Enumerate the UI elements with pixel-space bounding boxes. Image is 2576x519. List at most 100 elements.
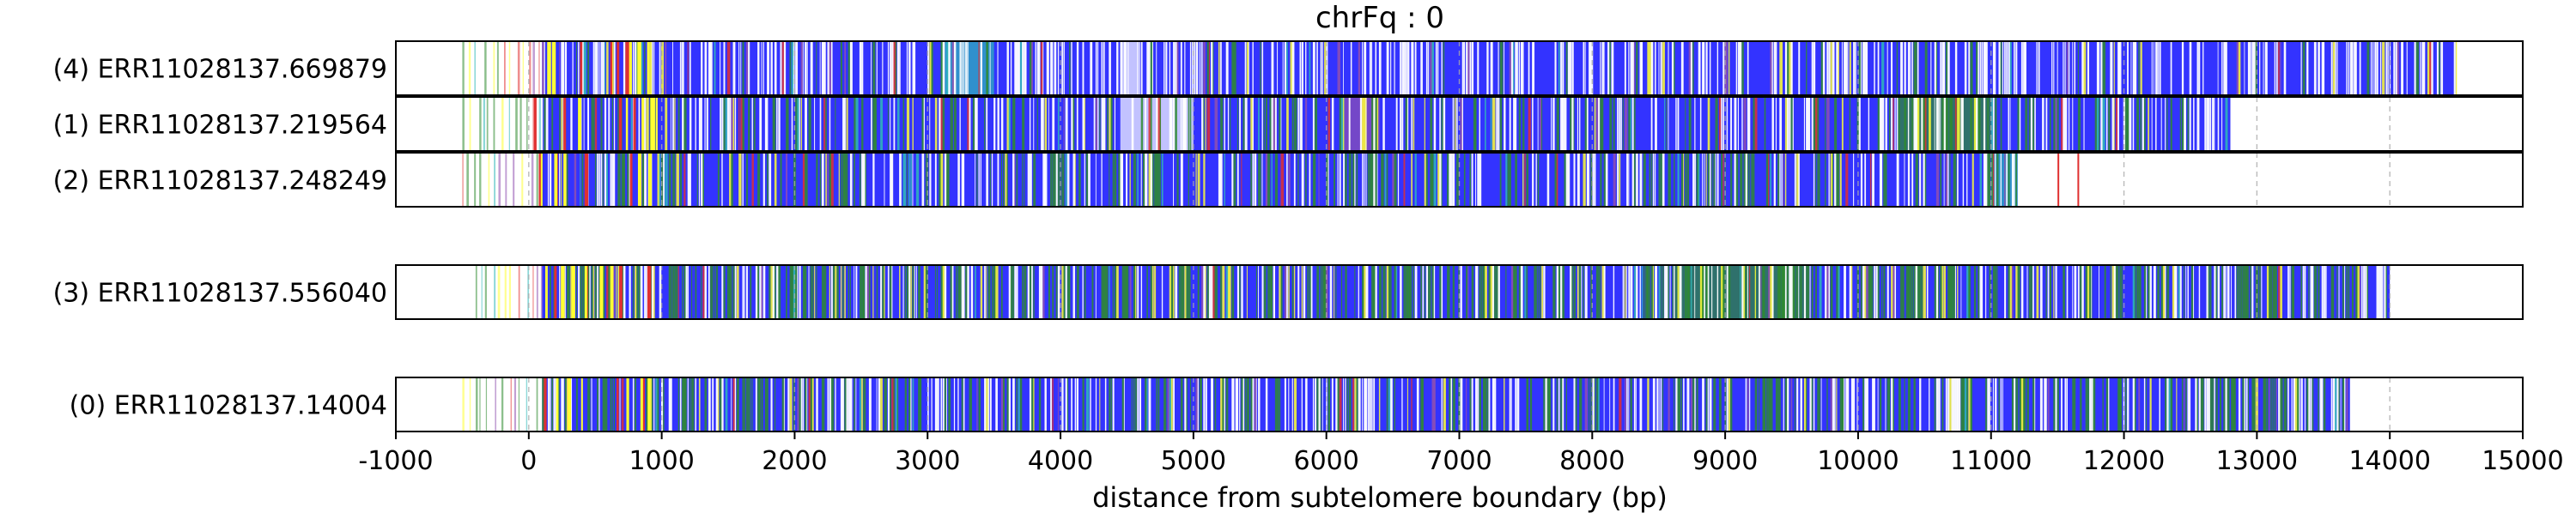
read-base-mark: [704, 41, 708, 95]
read-base-mark: [1978, 41, 1979, 95]
read-base-mark: [1868, 97, 1870, 151]
read-base-mark: [1541, 97, 1543, 151]
read-base-mark: [1241, 153, 1242, 207]
read-base-mark: [1800, 265, 1802, 319]
read-base-mark: [1979, 41, 1982, 95]
read-base-mark: [515, 97, 518, 151]
read-base-mark: [1052, 265, 1054, 319]
read-base-mark: [1233, 153, 1236, 207]
read-base-mark: [1499, 153, 1502, 207]
read-base-mark: [1496, 265, 1499, 319]
read-base-mark: [691, 377, 695, 431]
read-base-mark: [1364, 377, 1367, 431]
read-base-mark: [642, 377, 645, 431]
read-base-mark: [1707, 97, 1710, 151]
read-base-mark: [980, 265, 983, 319]
read-base-mark: [789, 41, 792, 95]
read-base-mark: [2415, 41, 2420, 95]
read-base-mark: [1872, 153, 1874, 207]
read-base-mark: [1443, 97, 1446, 151]
read-base-mark: [1293, 265, 1296, 319]
read-base-mark: [1090, 41, 1093, 95]
read-base-mark: [1365, 97, 1367, 151]
read-base-mark: [789, 265, 793, 319]
read-base-mark: [581, 265, 584, 319]
read-base-mark: [1841, 377, 1844, 431]
read-base-mark: [1601, 265, 1605, 319]
read-base-mark: [2051, 41, 2053, 95]
read-base-mark: [1033, 97, 1035, 151]
read-base-mark: [2055, 97, 2057, 151]
read-base-mark: [536, 153, 538, 207]
read-base-mark: [1352, 377, 1354, 431]
read-base-mark: [890, 153, 893, 207]
read-base-mark: [1877, 41, 1880, 95]
read-base-mark: [984, 97, 986, 151]
read-base-mark: [1151, 41, 1154, 95]
read-base-mark: [2119, 377, 2123, 431]
read-base-mark: [963, 41, 965, 95]
read-base-mark: [1562, 377, 1564, 431]
read-base-mark: [1664, 97, 1666, 151]
read-base-mark: [2179, 97, 2182, 151]
read-base-mark: [940, 377, 943, 431]
read-base-mark: [1488, 265, 1492, 319]
read-base-mark: [1962, 377, 1965, 431]
read-base-mark: [2000, 377, 2002, 431]
read-base-mark: [2349, 41, 2353, 95]
read-base-mark: [1148, 97, 1151, 151]
read-base-mark: [2108, 377, 2110, 431]
read-base-mark: [946, 377, 947, 431]
read-base-mark: [2134, 41, 2137, 95]
read-base-mark: [1293, 97, 1297, 151]
read-base-mark: [836, 265, 839, 319]
read-base-mark: [644, 97, 647, 151]
read-base-mark: [1186, 377, 1188, 431]
read-base-mark: [912, 153, 914, 207]
read-base-mark: [1803, 97, 1805, 151]
read-base-mark: [1655, 153, 1656, 207]
read-base-mark: [1027, 153, 1030, 207]
read-base-mark: [829, 377, 832, 431]
read-base-mark: [1792, 265, 1795, 319]
read-base-mark: [1252, 153, 1255, 207]
read-base-mark: [874, 97, 877, 151]
read-base-mark: [1063, 265, 1066, 319]
read-base-mark: [1343, 153, 1345, 207]
read-base-mark: [1140, 153, 1142, 207]
read-base-mark: [1953, 265, 1956, 319]
read-base-mark: [1297, 265, 1300, 319]
read-base-mark: [2049, 265, 2052, 319]
read-base-mark: [1934, 41, 1937, 95]
read-base-mark: [1382, 153, 1384, 207]
read-base-mark: [621, 153, 624, 207]
read-base-mark: [2299, 377, 2300, 431]
read-base-mark: [1565, 377, 1567, 431]
read-base-mark: [1326, 153, 1328, 207]
read-base-mark: [2080, 265, 2083, 319]
read-base-mark: [1902, 265, 1905, 319]
read-base-mark: [1990, 153, 1994, 207]
read-base-mark: [1339, 153, 1341, 207]
read-base-mark: [1787, 265, 1789, 319]
read-base-mark: [740, 97, 744, 151]
read-base-mark: [972, 97, 975, 151]
read-base-mark: [600, 153, 603, 207]
read-base-mark: [912, 377, 914, 431]
read-base-mark: [575, 265, 577, 319]
read-base-mark: [1660, 377, 1662, 431]
read-base-mark: [1263, 97, 1265, 151]
read-base-mark: [604, 97, 607, 151]
read-base-mark: [1103, 41, 1105, 95]
read-base-mark: [1375, 265, 1377, 319]
read-base-mark: [1631, 41, 1634, 95]
read-base-mark: [1008, 97, 1011, 151]
read-base-mark: [559, 153, 561, 207]
read-base-mark: [1188, 153, 1190, 207]
read-base-mark: [2146, 265, 2148, 319]
read-base-mark: [1290, 41, 1293, 95]
read-base-mark: [637, 41, 641, 95]
read-base-mark: [587, 41, 590, 95]
read-base-mark: [1779, 153, 1781, 207]
read-base-mark: [522, 41, 525, 95]
